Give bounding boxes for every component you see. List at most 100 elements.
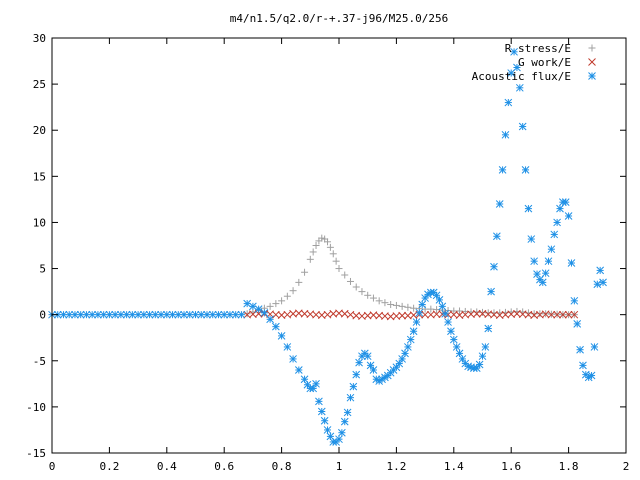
data-point bbox=[303, 380, 312, 389]
data-point bbox=[492, 232, 501, 241]
data-point bbox=[352, 283, 360, 291]
data-point bbox=[65, 310, 74, 319]
data-point bbox=[404, 303, 412, 311]
data-point bbox=[421, 294, 429, 302]
data-point bbox=[174, 310, 183, 319]
data-point bbox=[392, 301, 400, 309]
data-point bbox=[272, 300, 280, 308]
legend-label: G work/E bbox=[518, 56, 571, 69]
data-point bbox=[289, 355, 297, 363]
data-point bbox=[277, 332, 286, 340]
data-point bbox=[541, 269, 550, 278]
data-point bbox=[315, 397, 323, 406]
data-point bbox=[521, 166, 530, 174]
data-point bbox=[409, 327, 418, 336]
data-point bbox=[447, 327, 455, 336]
data-point bbox=[398, 311, 406, 320]
x-tick-label: 0.2 bbox=[99, 460, 119, 473]
data-point bbox=[346, 393, 355, 402]
data-point bbox=[475, 360, 484, 369]
data-point bbox=[180, 310, 188, 319]
data-point bbox=[134, 310, 142, 319]
data-point bbox=[564, 212, 573, 220]
y-tick-label: 20 bbox=[33, 124, 46, 137]
data-point bbox=[111, 310, 119, 319]
data-point bbox=[312, 242, 320, 249]
data-point bbox=[490, 262, 498, 271]
x-tick-label: 0.8 bbox=[272, 460, 292, 473]
data-point bbox=[375, 297, 383, 305]
data-point bbox=[366, 361, 375, 370]
data-point bbox=[392, 363, 401, 372]
data-point bbox=[335, 265, 343, 273]
data-point bbox=[254, 305, 263, 313]
data-point bbox=[570, 310, 579, 319]
data-point bbox=[343, 408, 352, 417]
data-point bbox=[301, 268, 309, 276]
series-2 bbox=[48, 47, 607, 446]
x-tick-label: 1 bbox=[336, 460, 343, 473]
data-point bbox=[338, 428, 346, 437]
x-tick-label: 0.4 bbox=[157, 460, 177, 473]
data-point bbox=[231, 310, 240, 319]
data-point bbox=[401, 349, 409, 358]
data-point bbox=[478, 352, 487, 361]
data-point bbox=[553, 218, 561, 227]
data-point bbox=[266, 302, 274, 310]
data-point bbox=[278, 297, 286, 305]
data-point bbox=[352, 370, 361, 379]
data-point bbox=[369, 366, 378, 374]
data-point bbox=[309, 248, 317, 256]
y-tick-label: 5 bbox=[39, 263, 46, 276]
data-point bbox=[243, 310, 251, 318]
data-point bbox=[544, 257, 553, 266]
data-point bbox=[579, 361, 587, 370]
data-point bbox=[381, 299, 389, 307]
data-point bbox=[398, 302, 406, 310]
data-point bbox=[404, 343, 412, 351]
data-point bbox=[415, 308, 424, 317]
data-point bbox=[329, 250, 337, 258]
data-point bbox=[570, 296, 579, 305]
data-point bbox=[128, 310, 137, 319]
data-point bbox=[547, 245, 556, 254]
data-point bbox=[518, 122, 527, 131]
data-point bbox=[495, 200, 504, 208]
data-point bbox=[324, 238, 332, 246]
data-point bbox=[432, 310, 441, 319]
data-point bbox=[452, 343, 461, 351]
data-point bbox=[481, 343, 490, 351]
data-point bbox=[283, 343, 292, 351]
plot-frame bbox=[51, 37, 627, 454]
data-point bbox=[203, 310, 211, 319]
x-tick-label: 0.6 bbox=[214, 460, 234, 473]
y-tick-label: -10 bbox=[26, 401, 46, 414]
x-tick-label: 1.2 bbox=[386, 460, 406, 473]
data-point bbox=[369, 294, 377, 302]
data-point bbox=[363, 352, 372, 361]
data-point bbox=[237, 310, 246, 319]
data-point bbox=[438, 302, 447, 311]
data-point bbox=[358, 288, 366, 296]
data-point bbox=[510, 47, 518, 56]
x-tick-label: 1.4 bbox=[444, 460, 464, 473]
data-point bbox=[484, 324, 493, 333]
data-point bbox=[435, 296, 444, 304]
y-tick-label: 25 bbox=[33, 78, 46, 91]
data-point bbox=[587, 371, 596, 380]
x-tick-label: 2 bbox=[623, 460, 630, 473]
data-point bbox=[320, 416, 329, 425]
legend-label: R stress/E bbox=[505, 42, 571, 55]
data-point bbox=[418, 300, 427, 309]
data-point bbox=[294, 366, 303, 374]
data-point bbox=[71, 310, 79, 319]
chart-title: m4/n1.5/q2.0/r-+.37-j96/M25.0/256 bbox=[230, 12, 449, 25]
data-point bbox=[432, 291, 441, 300]
data-point bbox=[515, 83, 524, 92]
data-point bbox=[406, 335, 415, 344]
data-point bbox=[567, 259, 576, 267]
data-point bbox=[487, 287, 495, 296]
axis-layer: 0 0.2 0.4 0.6 0.8 1 1.2 1.4 1.6 1.8 2 -15 -10 -5 0 5 10 1… bbox=[26, 32, 629, 473]
data-point bbox=[355, 358, 363, 367]
data-point bbox=[76, 310, 85, 319]
